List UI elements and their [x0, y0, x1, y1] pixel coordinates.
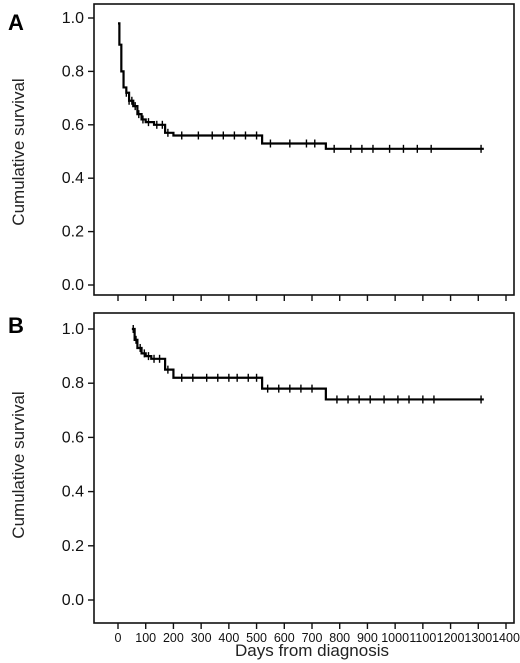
x-tick-label-b-6: 600	[274, 631, 295, 645]
x-tick-label-b-3: 300	[191, 631, 212, 645]
y-tick-label-a-4: 0.8	[62, 63, 84, 80]
x-tick-label-b-13: 1300	[464, 631, 492, 645]
x-tick-label-b-2: 200	[163, 631, 184, 645]
plot-frame-a	[93, 3, 515, 296]
x-tick-label-b-7: 700	[302, 631, 323, 645]
x-tick-label-b-9: 900	[357, 631, 378, 645]
y-ticks-a: 0.0 0.2 0.4 0.6 0.8 1.0	[62, 10, 94, 294]
x-ticks-b: 0 100 200 300 400 500 600 700 800 900 1000 1100 1200…	[115, 623, 520, 645]
y-tick-label-b-5: 1.0	[62, 321, 84, 338]
y-axis-label-b: Cumulative survival	[9, 391, 28, 538]
censor-marks-a	[125, 88, 482, 153]
y-tick-label-b-3: 0.6	[62, 429, 84, 446]
survival-curve-a	[118, 22, 484, 150]
panel-b: B Cumulative survival 0.0 0.2 0.4 0.6 0.8 1.0…	[8, 312, 520, 660]
y-tick-label-b-1: 0.2	[62, 538, 84, 555]
x-tick-label-b-0: 0	[115, 631, 122, 645]
y-tick-label-a-3: 0.6	[62, 117, 84, 134]
panel-label-b: B	[8, 313, 24, 338]
y-tick-label-a-1: 0.2	[62, 224, 84, 241]
plot-frame-b	[93, 312, 515, 624]
x-ticks-a	[117, 295, 507, 301]
y-tick-label-b-2: 0.4	[62, 484, 84, 501]
survival-curve-b	[131, 327, 484, 401]
x-tick-label-b-1: 100	[135, 631, 156, 645]
y-tick-label-a-2: 0.4	[62, 170, 84, 187]
y-ticks-b: 0.0 0.2 0.4 0.6 0.8 1.0	[62, 321, 94, 609]
x-axis-label: Days from diagnosis	[235, 641, 389, 660]
y-tick-label-a-0: 0.0	[62, 277, 84, 294]
panel-a: A Cumulative survival 0.0 0.2 0.4 0.6 0.8 1.0	[8, 3, 515, 301]
x-tick-label-b-5: 500	[246, 631, 267, 645]
x-tick-label-b-4: 400	[218, 631, 239, 645]
x-tick-label-b-12: 1200	[437, 631, 465, 645]
y-axis-label-a: Cumulative survival	[9, 78, 28, 225]
x-tick-label-b-10: 1000	[381, 631, 409, 645]
y-tick-label-b-0: 0.0	[62, 592, 84, 609]
x-tick-label-b-14: 1400	[492, 631, 520, 645]
x-tick-label-b-8: 800	[329, 631, 350, 645]
panel-label-a: A	[8, 10, 24, 35]
y-tick-label-b-4: 0.8	[62, 375, 84, 392]
censor-marks-b	[132, 325, 482, 404]
x-tick-label-b-11: 1100	[409, 631, 436, 645]
y-tick-label-a-5: 1.0	[62, 10, 84, 27]
